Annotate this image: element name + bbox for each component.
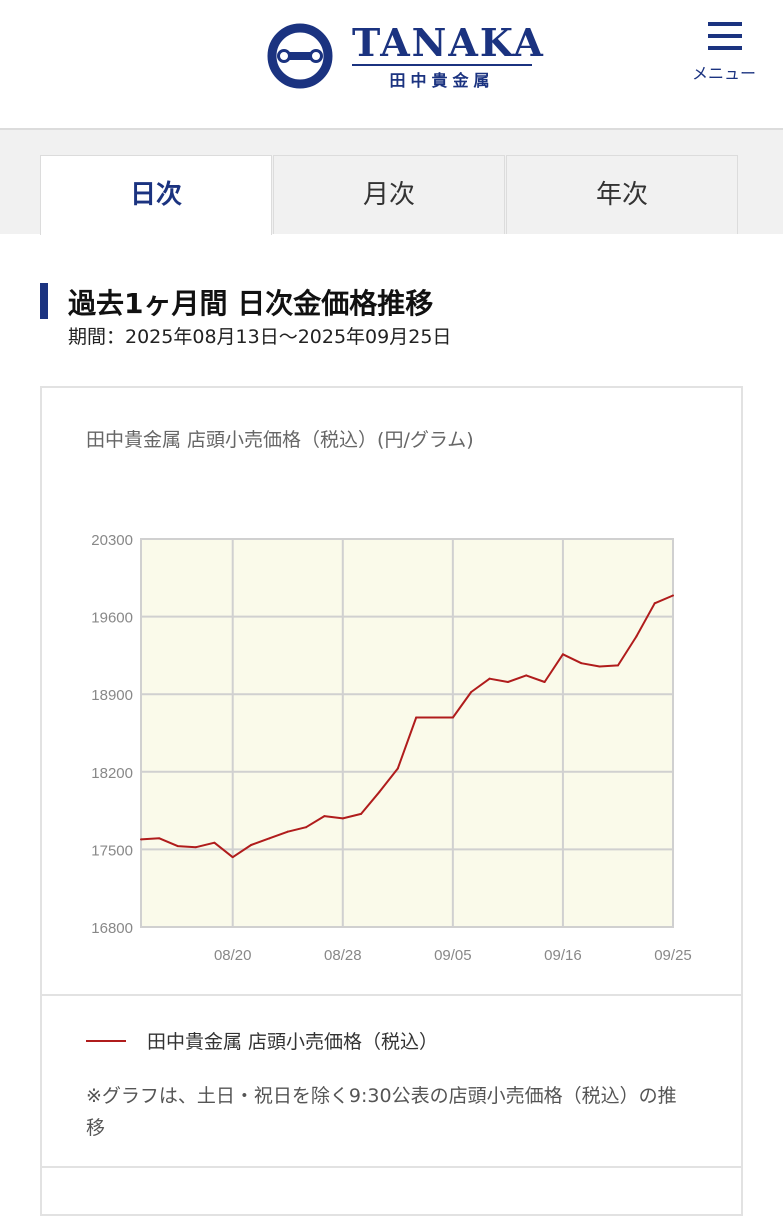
hamburger-icon-bar	[708, 34, 742, 38]
data-point	[525, 674, 528, 677]
legend-swatch	[86, 1040, 126, 1042]
plot-area	[141, 539, 673, 927]
data-point	[195, 846, 198, 849]
data-point	[158, 837, 161, 840]
x-tick-label: 08/20	[214, 947, 252, 964]
data-point	[250, 843, 253, 846]
card-divider-bottom	[42, 1166, 741, 1168]
data-point	[653, 602, 656, 605]
data-point	[451, 716, 454, 719]
data-point	[213, 841, 216, 844]
y-tick-label: 17500	[91, 842, 133, 859]
y-tick-label: 19600	[91, 610, 133, 627]
legend-label: 田中貴金属 店頭小売価格（税込）	[147, 1031, 439, 1053]
data-point	[176, 845, 179, 848]
y-tick-label: 20300	[91, 532, 133, 549]
logo-divider	[352, 64, 532, 66]
logo-subtitle: 田中貴金属	[389, 71, 495, 90]
data-point	[341, 817, 344, 820]
y-tick-label: 18900	[91, 687, 133, 704]
data-point	[378, 790, 381, 793]
data-point	[323, 815, 326, 818]
data-point	[231, 856, 234, 859]
y-tick-label: 16800	[91, 920, 133, 937]
data-point	[635, 635, 638, 638]
data-point	[598, 665, 601, 668]
tanaka-logo-icon[interactable]	[267, 23, 333, 89]
data-point	[305, 826, 308, 829]
x-tick-label: 09/05	[434, 947, 472, 964]
x-tick-label: 08/28	[324, 947, 362, 964]
hamburger-icon	[708, 22, 742, 26]
data-point	[360, 812, 363, 815]
data-point	[396, 767, 399, 770]
hamburger-icon-bar	[708, 46, 742, 50]
menu-button[interactable]: メニュー	[686, 18, 762, 83]
data-point	[433, 716, 436, 719]
data-point	[268, 837, 271, 840]
x-tick-label: 09/16	[544, 947, 582, 964]
tab-yearly[interactable]: 年次	[506, 155, 738, 234]
data-point	[140, 838, 142, 841]
site-header: TANAKA 田中貴金属 メニュー	[0, 0, 783, 130]
chart-caption: 田中貴金属 店頭小売価格（税込）(円/グラム)	[86, 429, 474, 451]
price-line-chart: 20300 19600 18900 18200 17500 16800 08/20 08/28…	[91, 532, 692, 964]
data-point	[580, 662, 583, 665]
y-tick-label: 18200	[91, 765, 133, 782]
section-title: 過去1ヶ月間 日次金価格推移	[68, 287, 434, 320]
period-text: 期間：2025年08月13日〜2025年09月25日	[68, 326, 452, 348]
chart-note: ※グラフは、土日・祝日を除く9:30公表の店頭小売価格（税込）の推移	[86, 1085, 677, 1139]
data-point	[543, 681, 546, 684]
tab-monthly[interactable]: 月次	[273, 155, 505, 234]
section-accent-bar	[40, 283, 48, 319]
card-divider	[42, 994, 741, 996]
data-point	[470, 690, 473, 693]
menu-label: メニュー	[691, 64, 756, 83]
data-point	[415, 716, 418, 719]
data-point	[488, 677, 491, 680]
data-point	[506, 681, 509, 684]
series-line	[140, 594, 674, 859]
tab-daily[interactable]: 日次	[40, 155, 272, 235]
data-point	[616, 664, 619, 667]
data-point	[286, 830, 289, 833]
x-tick-label: 09/25	[654, 947, 692, 964]
data-point	[561, 653, 564, 656]
data-point	[672, 594, 674, 597]
plot-border	[140, 538, 674, 928]
logo-wordmark[interactable]: TANAKA	[352, 20, 545, 65]
